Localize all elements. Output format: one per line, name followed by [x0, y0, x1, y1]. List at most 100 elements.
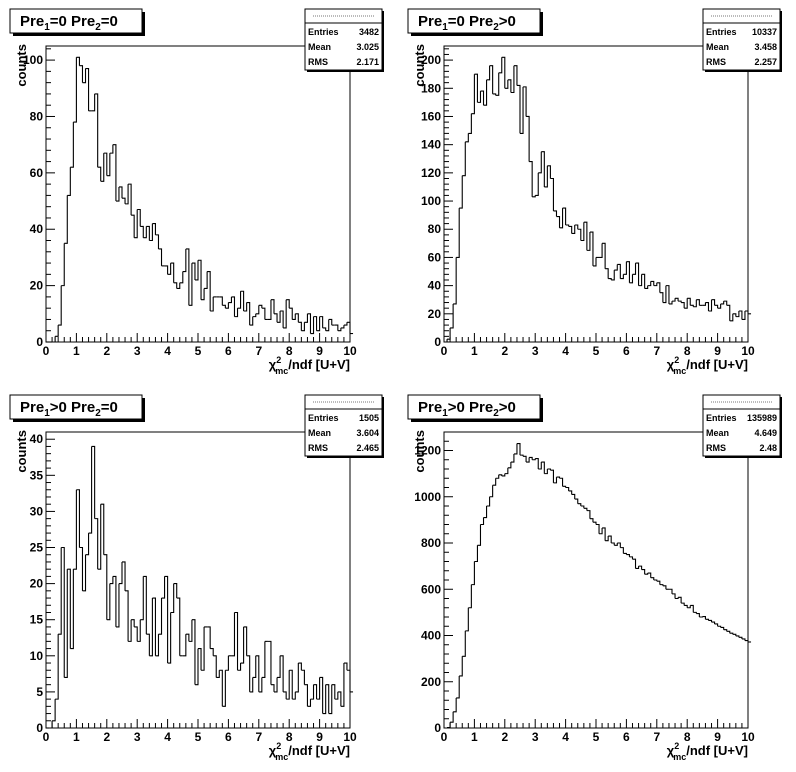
- histogram-bin: [559, 477, 564, 487]
- stats-value: 3.025: [356, 42, 379, 52]
- y-tick-label: 160: [421, 109, 441, 123]
- histogram-bin: [106, 153, 111, 177]
- histogram-bin: [176, 597, 181, 656]
- histogram-bin: [292, 691, 296, 700]
- histogram-bin: [510, 65, 515, 94]
- y-tick-label: 1000: [414, 490, 441, 504]
- histogram-bin: [535, 172, 539, 196]
- histogram-bin: [717, 625, 722, 628]
- histogram-bin: [140, 225, 144, 238]
- histogram-bin: [641, 569, 646, 575]
- histogram-bin: [82, 68, 87, 84]
- histogram-bin: [155, 234, 160, 249]
- histogram-bin: [237, 663, 242, 671]
- histogram-bin: [526, 457, 530, 463]
- histogram-bin: [693, 611, 697, 614]
- histogram-bin: [267, 299, 272, 320]
- histogram-bin: [191, 262, 196, 280]
- histogram-bin: [738, 310, 743, 320]
- histogram-bin: [131, 619, 135, 627]
- x-tick-label: 8: [684, 730, 691, 744]
- histogram-bin: [313, 684, 318, 700]
- histogram-bin: [626, 261, 630, 283]
- histogram-bin: [690, 604, 694, 613]
- x-tick-label: 2: [501, 730, 508, 744]
- x-tick-label: 10: [741, 344, 755, 358]
- histogram-bin: [70, 569, 74, 650]
- x-tick-label: 10: [343, 730, 357, 744]
- histogram-bin: [201, 288, 205, 301]
- histogram-bin: [125, 590, 129, 642]
- stats-value: 10337: [752, 27, 777, 37]
- title-box: [9, 8, 143, 34]
- histogram-bin: [140, 576, 144, 621]
- histogram-bin: [547, 165, 551, 179]
- histogram-bin: [131, 214, 135, 238]
- histogram-bin: [453, 697, 457, 713]
- histogram-bin: [204, 271, 208, 289]
- histogram-bin: [644, 285, 649, 289]
- histogram-bin: [550, 177, 554, 211]
- histogram-bin: [638, 274, 643, 287]
- x-tick-label: 4: [164, 730, 171, 744]
- histogram-bin: [109, 144, 114, 154]
- histogram-bin: [164, 265, 169, 275]
- plot-frame: [45, 45, 351, 343]
- y-tick-label: 30: [30, 504, 44, 518]
- histogram-bin: [668, 588, 673, 594]
- y-tick-label: 20: [30, 279, 44, 293]
- histogram-bin: [310, 316, 315, 335]
- histogram-bin: [513, 65, 518, 86]
- histogram-bin: [489, 65, 494, 94]
- x-tick-label: 4: [562, 344, 569, 358]
- histogram-bin: [471, 74, 475, 115]
- y-tick-label: 100: [23, 53, 43, 67]
- stats-label: RMS: [308, 443, 328, 453]
- x-tick-label: 1: [73, 344, 80, 358]
- histogram-bin: [447, 327, 451, 340]
- histogram-bin: [292, 313, 296, 320]
- y-tick-label: 400: [421, 629, 441, 643]
- histogram-bin: [450, 711, 454, 723]
- histogram-bin: [726, 630, 731, 634]
- histogram-bin: [225, 302, 229, 309]
- x-tick-label: 7: [653, 730, 660, 744]
- histogram-bin: [735, 635, 740, 638]
- histogram-bin: [523, 455, 527, 463]
- histogram-bin: [258, 677, 263, 693]
- histogram-bin: [210, 296, 214, 312]
- histogram-bin: [550, 469, 554, 483]
- histogram-bin: [49, 720, 53, 729]
- histogram-bin: [690, 304, 694, 307]
- histogram-bin: [738, 636, 743, 639]
- histogram-bin: [94, 93, 99, 168]
- histogram-bin: [620, 547, 624, 554]
- histogram-bin: [729, 632, 734, 635]
- histogram-bin: [702, 302, 706, 306]
- histogram-bin: [650, 577, 655, 580]
- histogram-bin: [289, 307, 293, 320]
- histogram-bin: [629, 556, 634, 560]
- histogram-bin: [340, 663, 345, 707]
- histogram-bin: [635, 262, 640, 286]
- x-tick-label: 4: [562, 730, 569, 744]
- histogram-bin: [76, 489, 80, 548]
- histogram-bin: [91, 445, 96, 519]
- y-tick-label: 800: [421, 536, 441, 550]
- histogram-bin: [586, 510, 591, 519]
- histogram-bin: [465, 133, 469, 143]
- histogram-bin: [331, 684, 336, 700]
- histogram-bin: [55, 634, 59, 700]
- histogram-bin: [340, 325, 345, 329]
- histogram-bin: [301, 669, 305, 685]
- histogram-bin: [483, 506, 488, 519]
- x-tick-label: 2: [103, 730, 110, 744]
- stats-label: Entries: [706, 413, 737, 423]
- histogram-bin: [498, 57, 503, 74]
- histogram-bin: [52, 699, 56, 722]
- histogram-bin: [122, 561, 126, 591]
- histogram-bin: [617, 263, 621, 279]
- histogram-bin: [307, 313, 312, 334]
